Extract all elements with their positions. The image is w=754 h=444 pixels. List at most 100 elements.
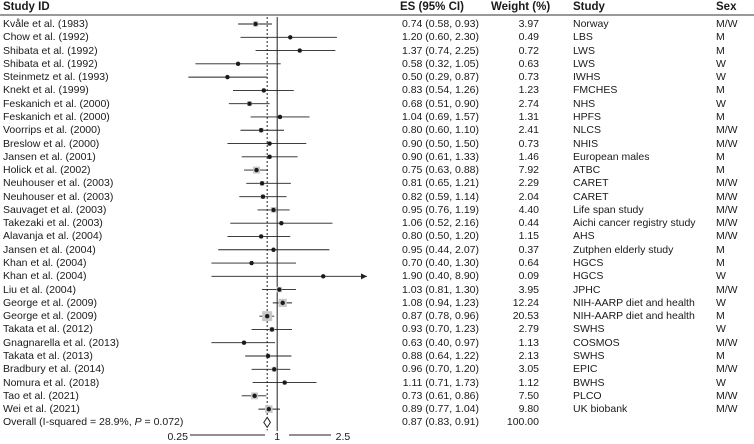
study-id-label: Neuhouser et al. (2003)	[3, 190, 114, 203]
sex-value: W	[716, 296, 726, 309]
weight-value: 2.41	[518, 124, 539, 137]
weight-value: 0.73	[518, 137, 539, 150]
weight-value: 3.97	[518, 18, 539, 30]
sex-value: M/W	[716, 336, 738, 349]
weight-value: 0.44	[518, 217, 539, 230]
study-id-label: Takezaki et al. (2003)	[3, 217, 103, 230]
point-estimate	[265, 353, 271, 359]
weight-value: 1.46	[518, 150, 539, 163]
point-estimate	[282, 380, 287, 385]
study-id-label: Liu et al. (2004)	[3, 283, 76, 296]
study-id-label: Khan et al. (2004)	[3, 270, 87, 283]
point-estimate	[271, 207, 276, 213]
study-name: CARET	[573, 177, 609, 190]
study-name: Aichi cancer registry study	[573, 217, 696, 230]
study-name: COSMOS	[573, 336, 620, 349]
weight-value: 1.15	[518, 230, 539, 243]
es-ci-value: 0.74 (0.58, 0.93)	[401, 18, 479, 30]
study-id-label: Gnagnarella et al. (2013)	[3, 336, 120, 349]
weight-value: 7.50	[518, 389, 539, 402]
header-study: Study	[573, 1, 605, 13]
study-id-label: Sauvaget et al. (2003)	[3, 203, 107, 216]
point-estimate	[269, 327, 275, 332]
es-ci-value: 1.06 (0.52, 2.16)	[401, 217, 479, 230]
header-es-ci: ES (95% CI)	[400, 1, 464, 13]
es-ci-value: 1.20 (0.60, 2.30)	[401, 31, 479, 44]
sex-value: W	[716, 71, 726, 84]
sex-value: M	[716, 164, 725, 177]
point-estimate	[258, 234, 264, 239]
point-estimate	[267, 141, 272, 146]
weight-value: 0.64	[518, 257, 539, 270]
weight-value: 0.72	[518, 44, 539, 57]
point-estimate	[271, 247, 276, 252]
weight-value: 0.37	[518, 243, 539, 256]
header-sex: Sex	[716, 1, 737, 13]
study-name: UK biobank	[573, 403, 628, 416]
sex-value: M	[716, 31, 725, 44]
point-estimate	[241, 340, 247, 345]
overall-label-suffix: = 0.072)	[141, 416, 184, 429]
study-id-label: Bradbury et al. (2014)	[3, 363, 105, 376]
study-name: Norway	[573, 18, 609, 30]
study-name: CARET	[573, 190, 609, 203]
weight-value: 7.92	[518, 164, 539, 177]
overall-weight: 100.00	[506, 416, 539, 429]
sex-value: M/W	[716, 124, 738, 137]
x-tick-label: 0.25	[165, 431, 190, 443]
weight-value: 2.04	[518, 190, 539, 203]
point-estimate	[225, 74, 230, 80]
study-id-label: Neuhouser et al. (2003)	[3, 177, 114, 190]
study-id-label: Wei et al. (2021)	[3, 403, 80, 416]
study-name: AHS	[573, 230, 595, 243]
sex-value: M/W	[716, 18, 738, 30]
weight-value: 2.74	[518, 97, 539, 110]
sex-value: W	[716, 376, 726, 389]
es-ci-value: 0.83 (0.54, 1.26)	[401, 84, 479, 97]
point-estimate	[258, 128, 264, 133]
study-id-label: George et al. (2009)	[3, 296, 97, 309]
es-ci-value: 0.88 (0.64, 1.22)	[401, 350, 479, 362]
study-id-label: Steinmetz et al. (1993)	[3, 71, 109, 84]
sex-value: M/W	[716, 177, 738, 190]
weight-value: 2.13	[518, 350, 539, 362]
study-name: NHS	[573, 97, 596, 110]
es-ci-value: 1.08 (0.94, 1.23)	[401, 296, 479, 309]
study-name: NLCS	[573, 124, 602, 137]
es-ci-value: 0.95 (0.76, 1.19)	[401, 203, 479, 216]
overall-label-prefix: Overall (I-squared = 28.9%,	[3, 416, 135, 429]
sex-value: M	[716, 110, 725, 123]
es-ci-value: 1.90 (0.40, 8.90)	[401, 270, 479, 283]
es-ci-value: 1.03 (0.81, 1.30)	[401, 283, 479, 296]
sex-value: W	[716, 97, 726, 110]
sex-value: M	[716, 257, 725, 270]
sex-value: M/W	[716, 389, 738, 402]
es-ci-value: 0.50 (0.29, 0.87)	[401, 71, 479, 84]
sex-value: M	[716, 243, 725, 256]
point-estimate	[249, 260, 254, 266]
study-id-label: Kvåle et al. (1983)	[3, 18, 89, 30]
header-weight: Weight (%)	[491, 1, 551, 13]
study-id-label: Feskanich et al. (2000)	[3, 110, 110, 123]
es-ci-value: 0.68 (0.51, 0.90)	[401, 97, 479, 110]
overall-label-p: P	[134, 416, 142, 429]
study-name: European males	[573, 150, 650, 163]
study-id-label: Voorrips et al. (2000)	[3, 124, 101, 137]
study-name: HGCS	[573, 257, 604, 270]
study-id-label: Khan et al. (2004)	[3, 257, 87, 270]
es-ci-value: 0.90 (0.50, 1.50)	[401, 137, 479, 150]
weight-value: 2.29	[518, 177, 539, 190]
study-name: JPHC	[573, 283, 601, 296]
es-ci-value: 0.70 (0.40, 1.30)	[401, 257, 479, 270]
es-ci-value: 1.37 (0.74, 2.25)	[401, 44, 479, 57]
point-estimate	[235, 61, 241, 67]
point-estimate	[260, 194, 266, 199]
point-estimate	[279, 221, 284, 226]
sex-value: M/W	[716, 363, 738, 376]
weight-value: 12.24	[512, 296, 539, 309]
x-tick-label: 2.5	[330, 431, 355, 443]
es-ci-value: 0.89 (0.77, 1.04)	[401, 403, 479, 416]
study-name: LWS	[573, 57, 595, 70]
es-ci-value: 0.58 (0.32, 1.05)	[401, 57, 479, 70]
